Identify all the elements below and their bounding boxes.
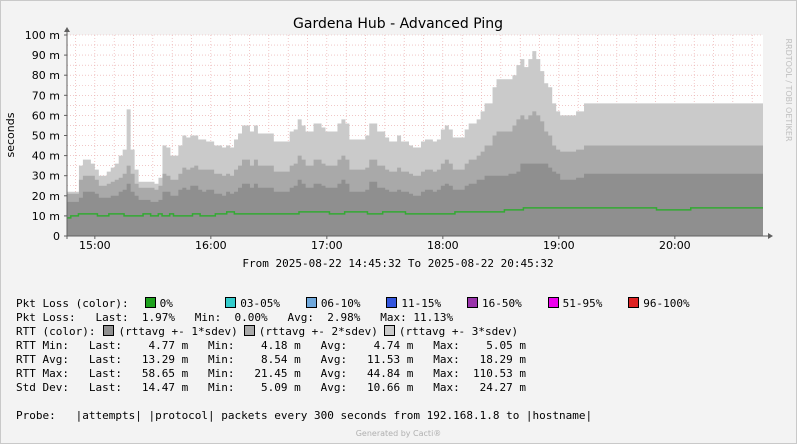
rtt-avg-stats: RTT Avg: Last: 13.29 m Min: 8.54 m Avg: … [16, 353, 526, 366]
rtt-chart: Gardena Hub - Advanced Ping seconds RRDT… [4, 16, 793, 270]
y-tick-label: 40 m [32, 150, 60, 163]
rtt-band-label: (rttavg +- 2*sdev) [258, 325, 378, 338]
loss-swatch [628, 297, 640, 308]
loss-swatch [467, 297, 479, 308]
pkt-loss-color-label: Pkt Loss (color): [16, 297, 129, 310]
rtt-color-label: RTT (color): [16, 325, 96, 338]
y-tick-label: 70 m [32, 89, 60, 102]
rtt-band-label: (rttavg +- 1*sdev) [118, 325, 238, 338]
y-tick-label: 90 m [32, 49, 60, 62]
std-dev-stats: Std Dev: Last: 14.47 m Min: 5.09 m Avg: … [16, 381, 526, 394]
rtt-band-swatch [243, 325, 255, 336]
y-tick-label: 80 m [32, 69, 60, 82]
x-tick-label: 16:00 [195, 239, 227, 252]
loss-legend-row: Pkt Loss (color): 0% 03-05% 06-10% 11-15%… [16, 297, 703, 311]
rtt-min-stats: RTT Min: Last: 4.77 m Min: 4.18 m Avg: 4… [16, 339, 526, 352]
x-tick-label: 18:00 [427, 239, 459, 252]
x-axis-arrow [768, 233, 773, 239]
y-axis-arrow [64, 27, 70, 32]
rtt-bands [67, 51, 763, 236]
x-tick-labels: 15:00 16:00 17:00 18:00 19:00 20:00 [79, 236, 691, 252]
loss-swatch [305, 297, 317, 308]
y-tick-label: 20 m [32, 190, 60, 203]
x-tick-label: 15:00 [79, 239, 111, 252]
loss-swatch-label: 11-15% [401, 297, 462, 310]
loss-swatch [225, 297, 237, 308]
band-1sdev [67, 163, 763, 236]
rtt-legend-row: RTT (color): (rttavg +- 1*sdev) (rttavg +-… [16, 325, 518, 339]
x-tick-label: 17:00 [311, 239, 343, 252]
y-tick-labels: 0 10 m 20 m 30 m 40 m 50 m 60 m 70 m 80 m 90 m 100… [25, 29, 67, 243]
rtt-band-swatch [103, 325, 115, 336]
axes [64, 27, 773, 239]
pkt-loss-stats: Pkt Loss: Last: 1.97% Min: 0.00% Avg: 2.… [16, 311, 454, 324]
y-axis-label: seconds [4, 112, 17, 157]
loss-swatch [386, 297, 398, 308]
probe-line: Probe: |attempts| |protocol| packets eve… [16, 409, 593, 422]
loss-swatch-label: 03-05% [240, 297, 300, 310]
generated-by-footer: Generated by Cacti® [355, 429, 442, 438]
y-tick-label: 0 [53, 230, 60, 243]
y-tick-label: 60 m [32, 109, 60, 122]
rtt-band-swatch [383, 325, 395, 336]
rtt-avg-line [67, 207, 763, 219]
y-tick-label: 10 m [32, 210, 60, 223]
y-tick-label: 50 m [32, 130, 60, 143]
y-tick-label: 30 m [32, 170, 60, 183]
loss-swatch-label: 96-100% [643, 297, 703, 310]
loss-swatch [144, 297, 156, 308]
time-range-subtitle: From 2025-08-22 14:45:32 To 2025-08-22 2… [242, 257, 553, 270]
vertical-credit: RRDTOOL / TOBI OETIKER [784, 38, 793, 141]
x-tick-label: 19:00 [543, 239, 575, 252]
rtt-band-label: (rttavg +- 3*sdev) [398, 325, 519, 338]
x-tick-label: 20:00 [659, 239, 691, 252]
chart-title: Gardena Hub - Advanced Ping [293, 16, 503, 32]
y-tick-label: 100 m [25, 29, 60, 42]
loss-swatch [547, 297, 559, 308]
loss-swatch-label: 16-50% [482, 297, 542, 310]
loss-swatch-label: 51-95% [562, 297, 623, 310]
loss-swatch-label: 0% [159, 297, 220, 310]
avg-line-path [67, 207, 763, 219]
loss-swatch-label: 06-10% [320, 297, 381, 310]
rtt-max-stats: RTT Max: Last: 58.65 m Min: 21.45 m Avg:… [16, 367, 526, 380]
